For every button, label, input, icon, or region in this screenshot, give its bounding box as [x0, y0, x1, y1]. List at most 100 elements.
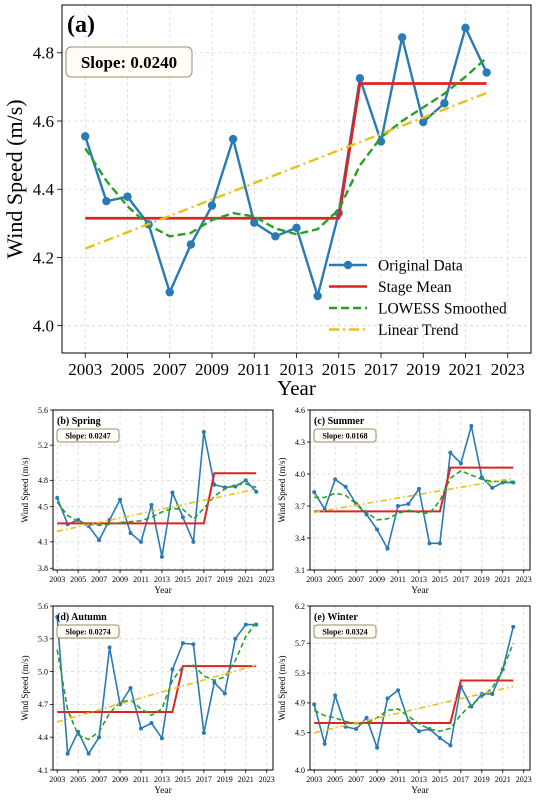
x-tick-label: 2021	[495, 575, 511, 584]
x-tick-label: 2009	[195, 360, 229, 379]
x-tick-label: 2023	[259, 575, 275, 584]
x-tick-label: 2019	[474, 575, 490, 584]
x-tick-label: 2017	[453, 575, 469, 584]
original-data-point	[482, 68, 491, 77]
y-tick-label: 4.2	[33, 248, 54, 267]
original-data-point	[201, 730, 206, 735]
original-data-point	[102, 196, 111, 206]
x-tick-label: 2003	[49, 575, 65, 584]
slope-box	[56, 624, 120, 639]
x-axis-label: Year	[411, 786, 429, 796]
original-data-point	[243, 478, 248, 483]
x-tick-label: 2011	[133, 575, 149, 584]
y-tick-label: 4.1	[38, 766, 48, 775]
original-data-point	[139, 726, 143, 731]
y-tick-label: 4.5	[38, 503, 48, 512]
y-axis-label: Wind Speed (m/s)	[20, 655, 30, 720]
y-tick-label: 5.0	[38, 667, 48, 676]
x-axis-label: Year	[154, 786, 172, 796]
original-data-point	[81, 132, 90, 141]
lowess-smoothed-line	[314, 469, 514, 521]
x-tick-label: 2003	[68, 360, 102, 379]
x-tick-label: 2017	[196, 775, 212, 784]
y-tick-label: 6.2	[295, 602, 305, 611]
slope-label: Slope: 0.0247	[65, 432, 110, 441]
original-data-point	[396, 504, 400, 508]
linear-trend-line	[56, 664, 257, 723]
original-data-line	[84, 24, 488, 301]
original-data-point	[312, 490, 317, 495]
original-data-point	[149, 720, 154, 725]
original-data-point	[437, 541, 442, 546]
plot-area	[55, 429, 259, 559]
x-tick-label: 2005	[110, 360, 144, 379]
original-data-point	[292, 223, 301, 232]
original-data-point	[180, 515, 185, 520]
y-tick-label: 4.5	[295, 729, 305, 738]
panel-label: (c) Summer	[314, 416, 365, 427]
original-data-point	[55, 614, 60, 619]
original-data-point	[385, 696, 390, 701]
x-tick-label: 2009	[369, 775, 385, 784]
stage-mean-line	[57, 472, 257, 525]
original-data-point	[159, 554, 164, 559]
original-data-line	[56, 616, 257, 757]
x-tick-label: 2019	[217, 575, 233, 584]
original-data-point	[107, 645, 112, 650]
original-data-point	[212, 680, 217, 685]
x-tick-label: 2005	[70, 575, 86, 584]
y-tick-label: 4.8	[33, 44, 54, 63]
panel-label: (e) Winter	[314, 612, 358, 623]
plot-frame	[52, 409, 274, 571]
original-data-point	[180, 641, 185, 646]
y-tick-label: 5.2	[38, 441, 48, 450]
y-tick-label: 4.4	[33, 180, 55, 199]
original-data-point	[228, 134, 238, 144]
x-tick-label: 2013	[154, 775, 170, 784]
linear-trend-line	[57, 488, 257, 533]
x-axis-label: Year	[277, 376, 316, 400]
y-tick-label: 4.1	[38, 538, 48, 547]
y-tick-label: 5.3	[38, 635, 48, 644]
legend-label-stage: Stage Mean	[378, 279, 452, 296]
panel-3: 2003 2005 2007 2009 2011 2013 2015 2017 2019 2021…	[20, 602, 275, 796]
y-tick-label: 4.4	[38, 733, 48, 742]
original-data-point	[107, 517, 112, 522]
legend-label-original: Original Data	[378, 258, 463, 275]
original-data-point	[313, 291, 322, 301]
x-tick-label: 2021	[238, 775, 254, 784]
lowess-smoothed-line	[56, 483, 257, 526]
x-tick-label: 2005	[70, 775, 86, 784]
original-data-point	[170, 490, 175, 495]
y-tick-label: 3.8	[38, 564, 48, 573]
original-data-point	[149, 502, 154, 507]
y-tick-label: 5.3	[295, 669, 305, 678]
y-axis-label: Wind Speed (m/s)	[277, 457, 287, 522]
lowess-smoothed-line	[56, 621, 257, 741]
y-axis-label: Wind Speed (m/s)	[277, 655, 287, 720]
plot-area	[55, 614, 259, 757]
x-tick-label: 2017	[453, 775, 469, 784]
original-data-point	[222, 691, 227, 696]
x-tick-label: 2007	[91, 575, 107, 584]
y-tick-label: 3.4	[295, 534, 305, 543]
original-data-point	[312, 702, 317, 707]
original-data-point	[207, 201, 217, 210]
original-data-point	[375, 745, 380, 750]
x-tick-label: 2015	[322, 360, 356, 379]
panel-4: 2003 2005 2007 2009 2011 2013 2015 2017 2019 2021…	[277, 602, 532, 796]
x-axis-label: Year	[411, 586, 429, 596]
original-data-point	[86, 751, 91, 756]
original-data-line	[56, 431, 257, 557]
slope-box	[313, 428, 377, 443]
original-data-point	[128, 531, 133, 536]
x-tick-label: 2019	[406, 360, 440, 379]
original-data-point	[123, 192, 132, 201]
x-tick-label: 2017	[196, 575, 212, 584]
x-tick-label: 2005	[327, 575, 343, 584]
lowess-smoothed-line	[313, 642, 514, 733]
original-data-point	[250, 218, 259, 227]
y-tick-label: 3.1	[295, 566, 305, 575]
slope-label: Slope: 0.0168	[322, 432, 367, 441]
original-data-point	[406, 501, 411, 506]
